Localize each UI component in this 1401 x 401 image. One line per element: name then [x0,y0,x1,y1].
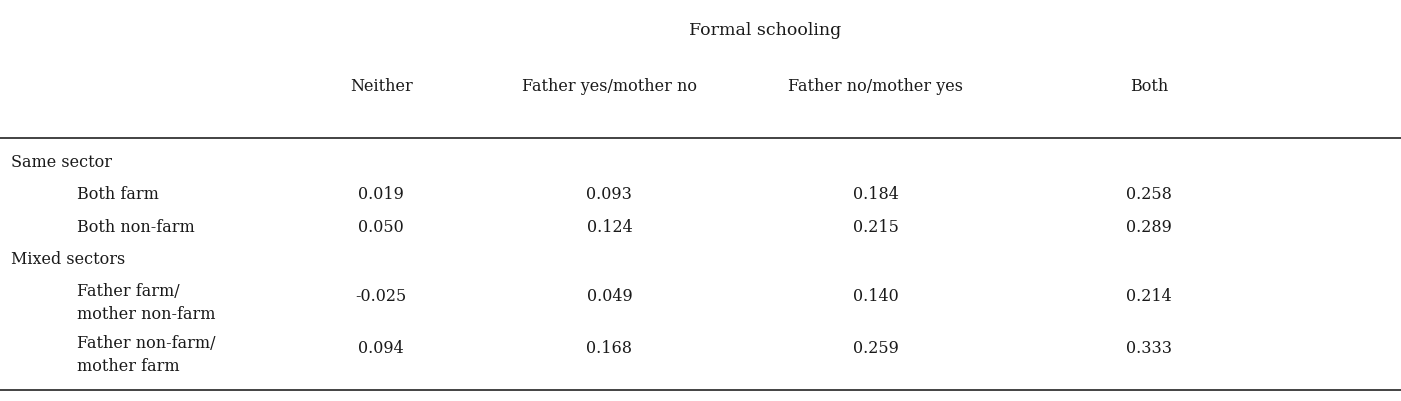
Text: 0.050: 0.050 [359,219,403,235]
Text: 0.259: 0.259 [853,340,898,357]
Text: 0.333: 0.333 [1126,340,1171,357]
Text: Father no/mother yes: Father no/mother yes [789,78,962,95]
Text: 0.184: 0.184 [853,186,898,203]
Text: 0.124: 0.124 [587,219,632,235]
Text: 0.258: 0.258 [1126,186,1171,203]
Text: 0.289: 0.289 [1126,219,1171,235]
Text: 0.168: 0.168 [587,340,632,357]
Text: 0.093: 0.093 [587,186,632,203]
Text: Mixed sectors: Mixed sectors [11,251,126,267]
Text: 0.019: 0.019 [359,186,403,203]
Text: 0.140: 0.140 [853,288,898,305]
Text: 0.215: 0.215 [853,219,898,235]
Text: Formal schooling: Formal schooling [689,22,841,39]
Text: 0.094: 0.094 [359,340,403,357]
Text: Father non-farm/
mother farm: Father non-farm/ mother farm [77,335,216,375]
Text: Neither: Neither [350,78,412,95]
Text: 0.214: 0.214 [1126,288,1171,305]
Text: Father yes/mother no: Father yes/mother no [523,78,696,95]
Text: -0.025: -0.025 [356,288,406,305]
Text: 0.049: 0.049 [587,288,632,305]
Text: Both farm: Both farm [77,186,158,203]
Text: Father farm/
mother non-farm: Father farm/ mother non-farm [77,283,216,322]
Text: Same sector: Same sector [11,154,112,171]
Text: Both non-farm: Both non-farm [77,219,195,235]
Text: Both: Both [1129,78,1168,95]
